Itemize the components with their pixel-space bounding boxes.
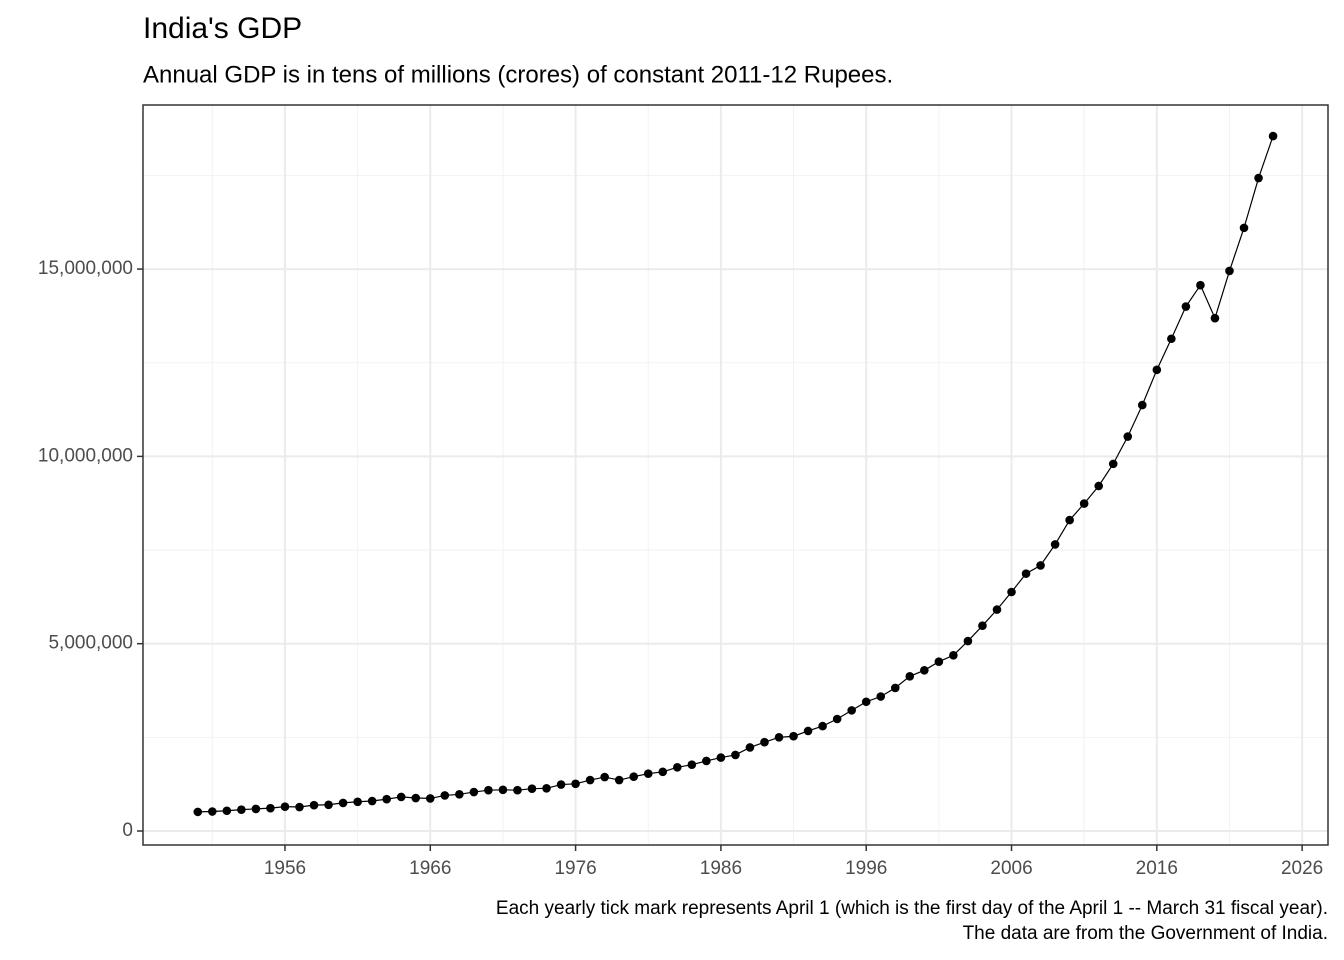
point xyxy=(1137,400,1147,410)
point xyxy=(1123,432,1133,441)
point xyxy=(324,800,333,810)
point xyxy=(1268,131,1278,141)
x-tick-label: 1996 xyxy=(845,858,887,879)
x-tick-label: 2006 xyxy=(990,858,1032,879)
y-tick-label: 5,000,000 xyxy=(48,633,133,654)
point xyxy=(440,791,450,800)
y-tick-label: 0 xyxy=(122,820,133,841)
point xyxy=(527,784,537,793)
point xyxy=(731,750,740,760)
point xyxy=(832,714,842,724)
point xyxy=(585,775,595,785)
x-tick-label: 2016 xyxy=(1136,858,1178,879)
point xyxy=(309,800,319,810)
y-tick-label: 10,000,000 xyxy=(38,445,133,466)
point xyxy=(513,785,522,795)
point xyxy=(716,753,726,762)
x-tick-label: 1956 xyxy=(264,858,306,879)
point xyxy=(1079,499,1089,508)
point xyxy=(1210,313,1220,323)
point xyxy=(251,804,261,814)
point xyxy=(687,760,697,769)
point xyxy=(425,794,435,803)
point xyxy=(600,772,609,782)
point xyxy=(1021,569,1031,578)
line xyxy=(197,135,1274,813)
point xyxy=(1167,334,1176,344)
point xyxy=(484,785,493,795)
point xyxy=(556,780,566,789)
point xyxy=(847,706,856,715)
point xyxy=(266,803,275,813)
point xyxy=(280,802,290,811)
point xyxy=(818,721,827,731)
x-tick-label: 2026 xyxy=(1281,858,1323,879)
point xyxy=(803,726,813,736)
point xyxy=(498,785,508,795)
point xyxy=(1225,266,1234,276)
point xyxy=(1196,280,1205,290)
point xyxy=(629,772,639,781)
point xyxy=(789,731,798,741)
point xyxy=(208,807,217,816)
point xyxy=(745,743,755,752)
point xyxy=(890,683,900,693)
chart-title: India's GDP xyxy=(143,12,302,45)
point xyxy=(1050,540,1060,549)
point xyxy=(934,657,944,666)
point xyxy=(411,793,421,803)
point xyxy=(949,651,958,660)
caption: The data are from the Government of Indi… xyxy=(963,923,1328,944)
point xyxy=(1065,515,1074,525)
point xyxy=(542,783,551,793)
point xyxy=(353,797,362,807)
point xyxy=(222,806,232,816)
point xyxy=(992,605,1002,614)
point xyxy=(1094,481,1104,491)
point xyxy=(876,692,886,701)
point xyxy=(614,775,624,785)
point xyxy=(963,636,973,646)
point xyxy=(237,805,246,814)
point xyxy=(673,763,682,772)
point xyxy=(338,798,348,808)
point xyxy=(396,792,406,802)
point xyxy=(760,737,769,747)
point xyxy=(643,769,653,778)
point xyxy=(367,796,377,806)
point xyxy=(455,789,464,799)
x-tick-label: 1966 xyxy=(409,858,451,879)
point xyxy=(571,779,580,789)
point xyxy=(1239,223,1249,233)
x-tick-label: 1986 xyxy=(700,858,742,879)
point xyxy=(1036,561,1045,570)
point xyxy=(469,787,479,797)
caption: Each yearly tick mark represents April 1… xyxy=(496,898,1328,919)
point xyxy=(905,671,915,681)
point xyxy=(658,767,668,777)
y-tick-label: 15,000,000 xyxy=(38,258,133,279)
point xyxy=(1152,365,1162,375)
point xyxy=(295,802,304,812)
point xyxy=(193,807,203,817)
point xyxy=(1108,459,1118,469)
point xyxy=(1007,587,1016,597)
point xyxy=(978,621,987,631)
point xyxy=(861,697,871,707)
plot-border xyxy=(142,104,1329,846)
point xyxy=(1254,173,1263,183)
point xyxy=(702,756,711,766)
point xyxy=(382,794,391,804)
x-tick-label: 1976 xyxy=(554,858,596,879)
point xyxy=(920,665,929,675)
point xyxy=(774,733,784,742)
chart-subtitle: Annual GDP is in tens of millions (crore… xyxy=(143,61,893,88)
point xyxy=(1181,302,1191,311)
